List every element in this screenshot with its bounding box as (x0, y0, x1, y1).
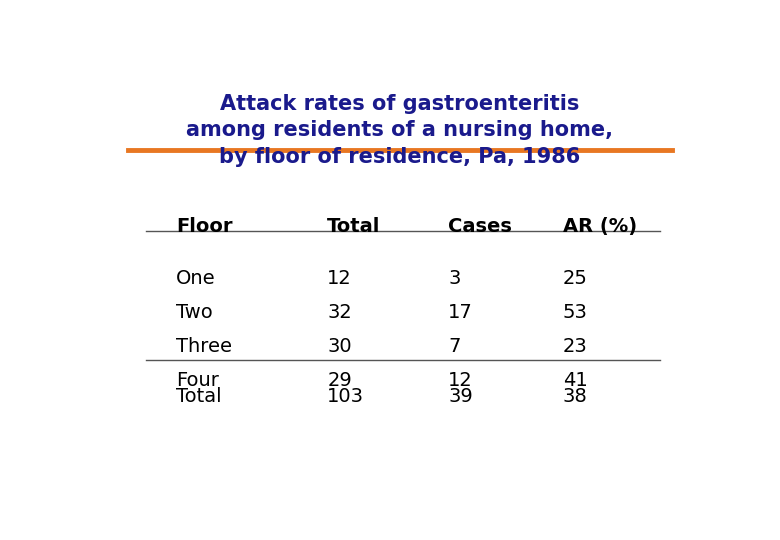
Text: 23: 23 (563, 337, 587, 356)
Text: AR (%): AR (%) (563, 217, 637, 235)
Text: Attack rates of gastroenteritis
among residents of a nursing home,
by floor of r: Attack rates of gastroenteritis among re… (186, 94, 613, 167)
Text: One: One (176, 268, 216, 287)
Text: 7: 7 (448, 337, 460, 356)
Text: Total: Total (176, 387, 222, 406)
Text: 12: 12 (328, 268, 352, 287)
Text: 32: 32 (328, 302, 352, 322)
Text: 12: 12 (448, 371, 473, 390)
Text: 30: 30 (328, 337, 352, 356)
Text: Cases: Cases (448, 217, 512, 235)
Text: 41: 41 (563, 371, 587, 390)
Text: 25: 25 (563, 268, 588, 287)
Text: Four: Four (176, 371, 219, 390)
Text: 3: 3 (448, 268, 460, 287)
Text: 53: 53 (563, 302, 588, 322)
Text: Total: Total (328, 217, 381, 235)
Text: 38: 38 (563, 387, 587, 406)
Text: Two: Two (176, 302, 213, 322)
Text: 17: 17 (448, 302, 473, 322)
Text: Floor: Floor (176, 217, 232, 235)
Text: 39: 39 (448, 387, 473, 406)
Text: Three: Three (176, 337, 232, 356)
Text: 29: 29 (328, 371, 352, 390)
Text: 103: 103 (328, 387, 364, 406)
